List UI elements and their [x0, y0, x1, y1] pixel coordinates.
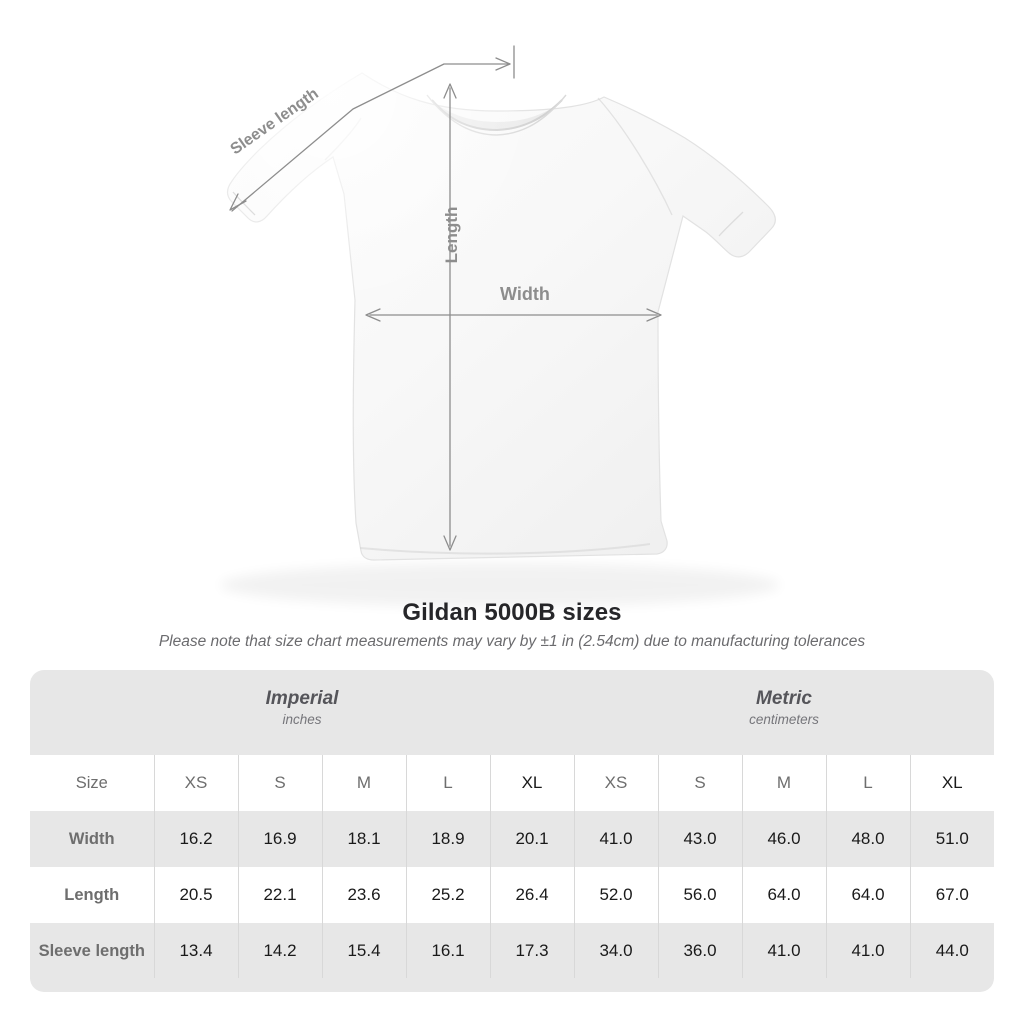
svg-text:Width: Width — [500, 284, 550, 304]
svg-text:Length: Length — [442, 207, 461, 264]
